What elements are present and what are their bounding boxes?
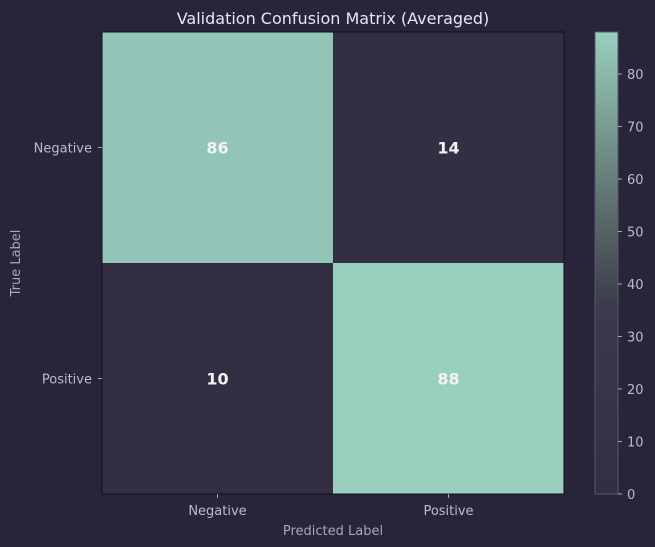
colorbar-ticks: 0 10 20 30 40 50 60 70 80 xyxy=(618,68,644,503)
colorbar-tick-label: 60 xyxy=(627,173,644,188)
matrix-cell xyxy=(102,263,333,494)
y-tick-label: Negative xyxy=(34,142,92,157)
chart-title: Validation Confusion Matrix (Averaged) xyxy=(177,9,490,28)
matrix-cell-labels: 86 14 10 88 xyxy=(206,139,459,389)
matrix-cell xyxy=(333,263,564,494)
x-tick-label: Negative xyxy=(188,504,246,519)
y-axis-ticks: Negative Positive xyxy=(34,142,102,388)
matrix-frame xyxy=(101,31,565,495)
matrix-cells xyxy=(102,32,564,494)
y-axis-label: True Label xyxy=(9,230,24,298)
cell-value-label: 86 xyxy=(206,139,228,158)
cell-value-label: 10 xyxy=(206,370,228,389)
colorbar-tick-label: 30 xyxy=(627,331,644,346)
cell-value-label: 88 xyxy=(437,370,459,389)
colorbar-tick-label: 80 xyxy=(627,68,644,83)
colorbar xyxy=(594,31,619,495)
colorbar-tick-label: 40 xyxy=(627,278,644,293)
colorbar-tick-label: 0 xyxy=(627,488,635,503)
colorbar-tick-label: 20 xyxy=(627,383,644,398)
x-axis-label: Predicted Label xyxy=(283,524,383,539)
x-tick-label: Positive xyxy=(423,504,473,519)
colorbar-tick-label: 10 xyxy=(627,436,644,451)
cell-value-label: 14 xyxy=(437,139,459,158)
colorbar-tick-label: 50 xyxy=(627,226,644,241)
matrix-cell xyxy=(102,32,333,263)
x-axis-ticks: Negative Positive xyxy=(188,494,474,519)
matrix-cell xyxy=(333,32,564,263)
y-tick-label: Positive xyxy=(42,373,92,388)
colorbar-tick-label: 70 xyxy=(627,121,644,136)
